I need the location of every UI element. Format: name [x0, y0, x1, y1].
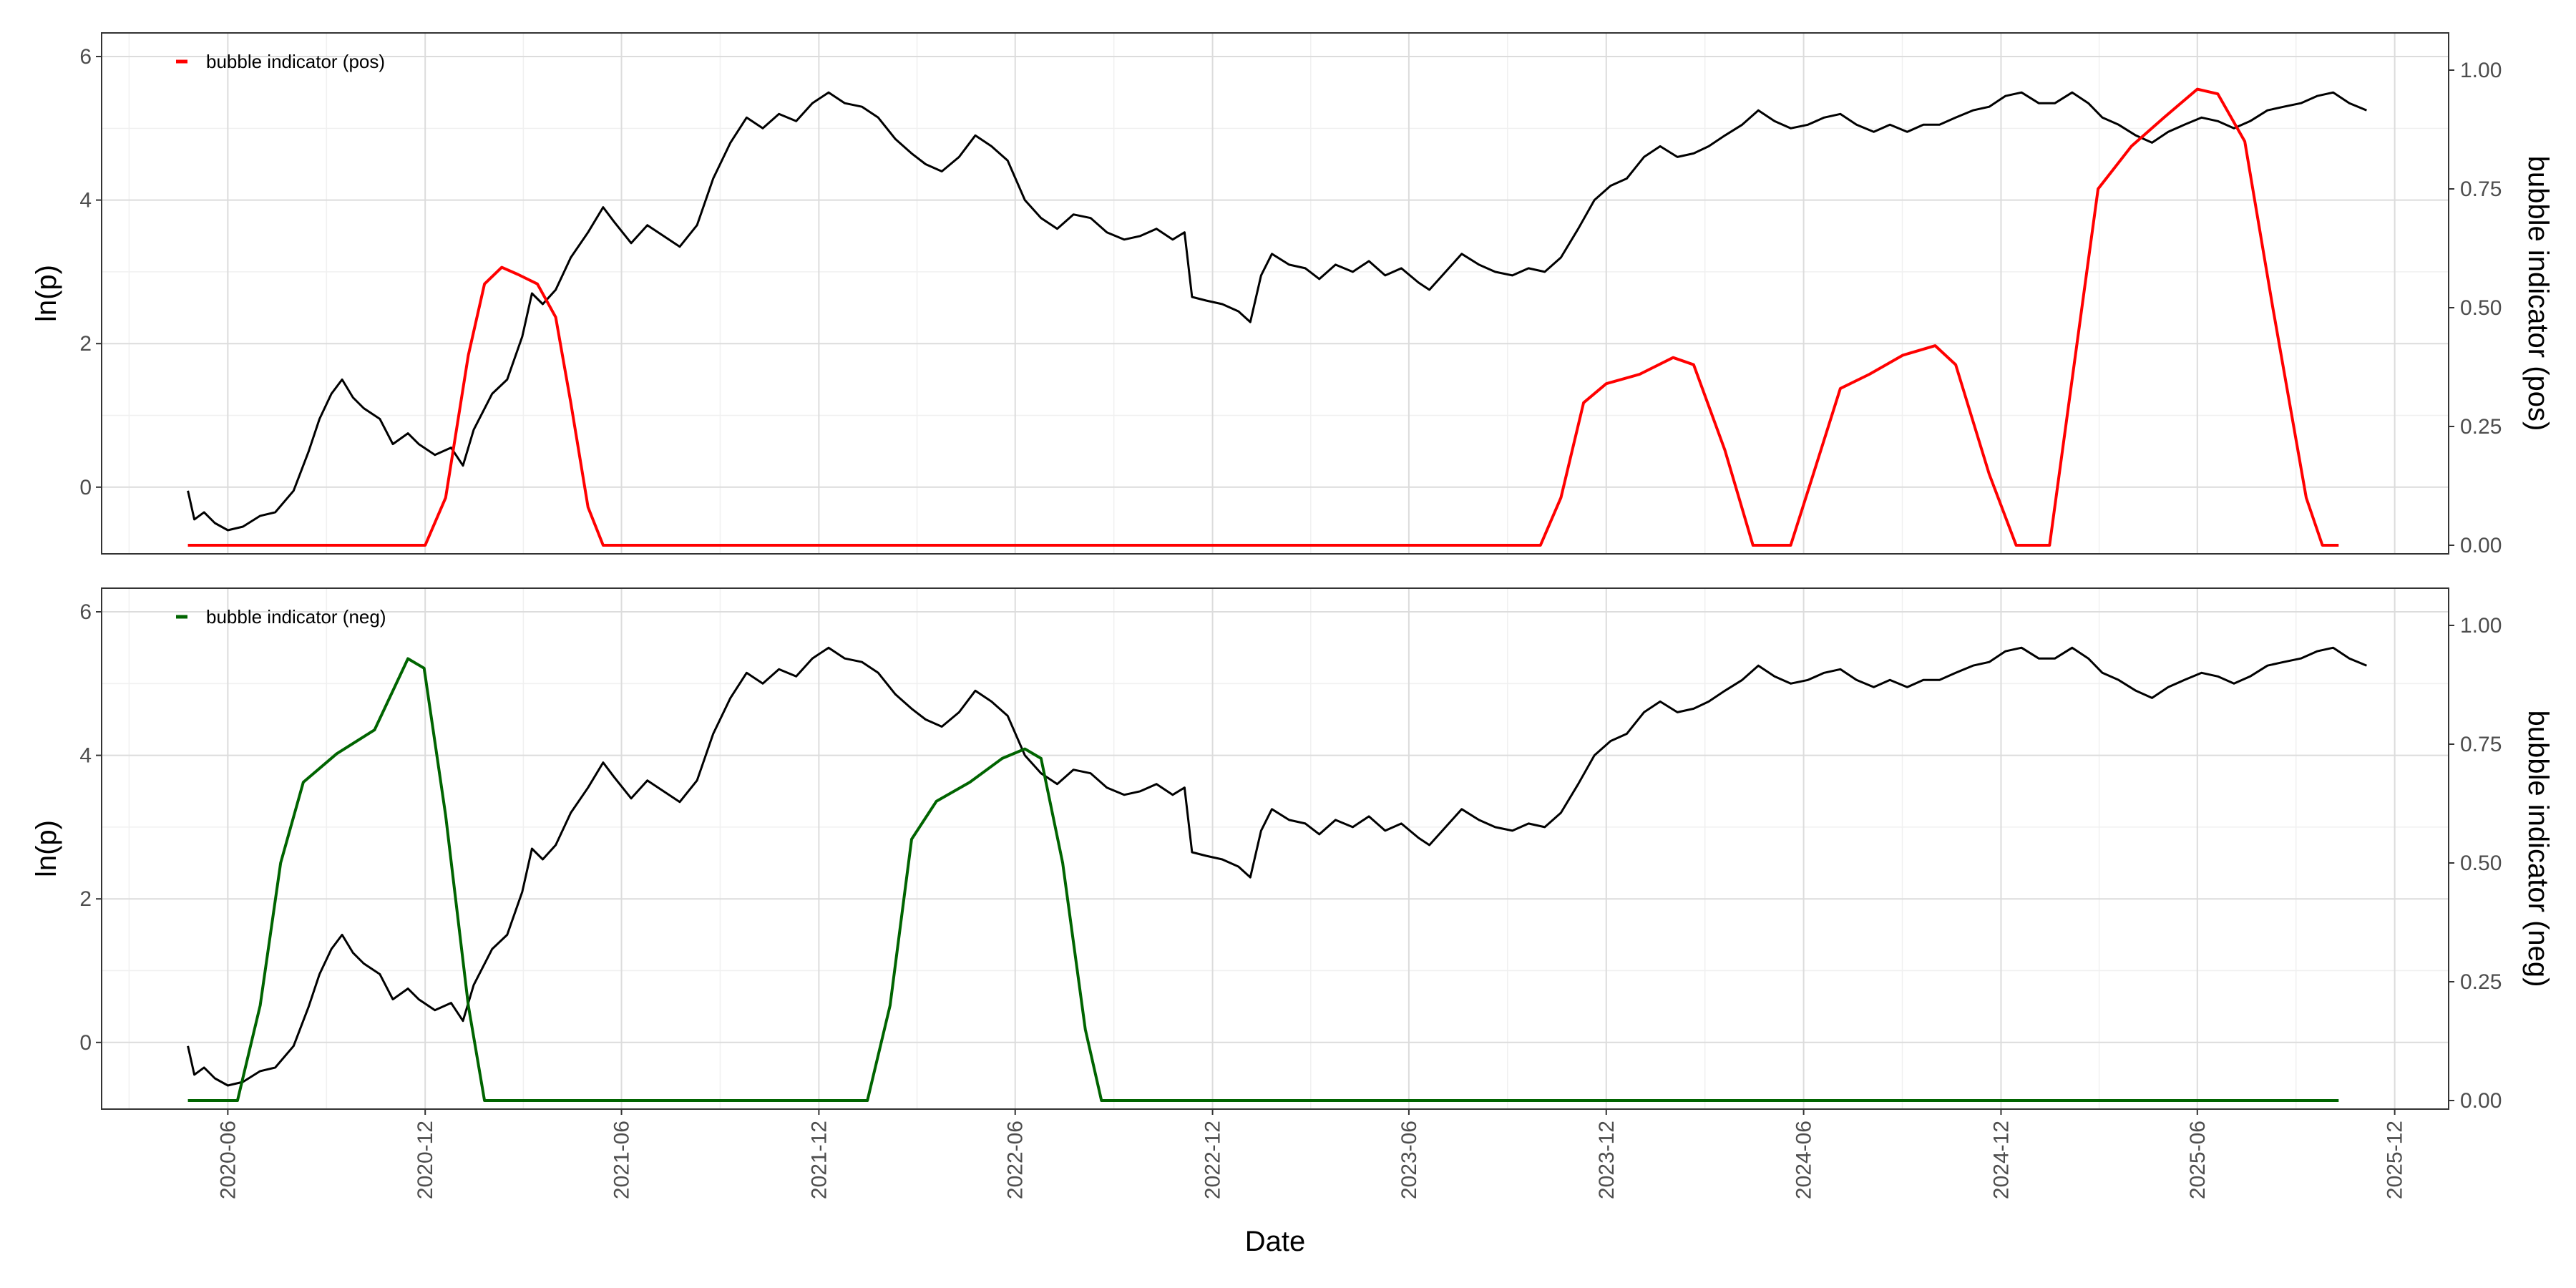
x-tick-label: 2024-12 [1989, 1121, 2013, 1199]
y-left-tick-label: 4 [79, 189, 92, 213]
x-tick-label: 2024-06 [1792, 1121, 1816, 1199]
y-left-tick-label: 0 [79, 476, 92, 499]
legend-label: bubble indicator (neg) [206, 606, 386, 628]
y-right-tick-label: 0.00 [2460, 534, 2502, 557]
x-axis-title: Date [1245, 1226, 1306, 1257]
y-right-tick-label: 0.75 [2460, 733, 2502, 756]
y-right-tick-label: 1.00 [2460, 614, 2502, 638]
y-right-tick-label: 0.50 [2460, 296, 2502, 320]
x-tick-label: 2020-12 [414, 1121, 437, 1199]
y-right-axis-title: bubble indicator (neg) [2522, 711, 2554, 987]
plot-background [102, 588, 2449, 1109]
x-tick-label: 2022-06 [1004, 1121, 1028, 1199]
y-left-tick-label: 4 [79, 744, 92, 768]
y-right-axis-title: bubble indicator (pos) [2522, 156, 2554, 431]
y-right-tick-label: 1.00 [2460, 59, 2502, 82]
y-left-tick-label: 6 [79, 600, 92, 624]
y-right-tick-label: 0.25 [2460, 970, 2502, 994]
y-right-tick-label: 0.75 [2460, 177, 2502, 201]
y-left-axis-title: ln(p) [31, 265, 62, 322]
plot-background [102, 33, 2449, 554]
price-series-line [187, 91, 2367, 532]
y-right-tick-label: 0.50 [2460, 852, 2502, 875]
y-right-tick-label: 0.00 [2460, 1089, 2502, 1113]
y-left-tick-label: 6 [79, 45, 92, 69]
price-series-line [187, 646, 2367, 1087]
top-panel: 0 2 4 6 0.00 0.25 0.50 0.75 1.00 ln(p) bubble indi… [31, 32, 2554, 557]
y-left-axis-title: ln(p) [31, 820, 62, 877]
x-tick-label: 2023-12 [1595, 1121, 1619, 1199]
indicator-series-line [187, 87, 2339, 547]
y-left-tick-label: 0 [79, 1031, 92, 1055]
y-right-tick-label: 0.25 [2460, 415, 2502, 439]
x-tick-label: 2022-12 [1201, 1121, 1225, 1199]
legend-label: bubble indicator (pos) [206, 51, 385, 72]
x-tick-label: 2023-06 [1397, 1121, 1421, 1199]
y-left-tick-label: 2 [79, 332, 92, 356]
y-left-tick-label: 2 [79, 887, 92, 911]
panel-border [101, 32, 2449, 555]
x-tick-label: 2021-06 [610, 1121, 634, 1199]
x-tick-label: 2020-06 [216, 1121, 240, 1199]
legend: bubble indicator (pos) [176, 51, 385, 72]
bottom-panel: 0 2 4 6 0.00 0.25 0.50 0.75 1.00 ln(p) bubble indi… [31, 587, 2554, 1113]
indicator-series-line [187, 657, 2339, 1102]
legend: bubble indicator (neg) [176, 606, 386, 628]
panel-border [101, 587, 2449, 1110]
x-tick-label: 2021-12 [807, 1121, 831, 1199]
x-axis: 2020-06 2020-12 2021-06 2021-12 2022-06 2022-… [216, 1109, 2407, 1199]
x-tick-label: 2025-12 [2384, 1121, 2407, 1199]
x-tick-label: 2025-06 [2186, 1121, 2210, 1199]
